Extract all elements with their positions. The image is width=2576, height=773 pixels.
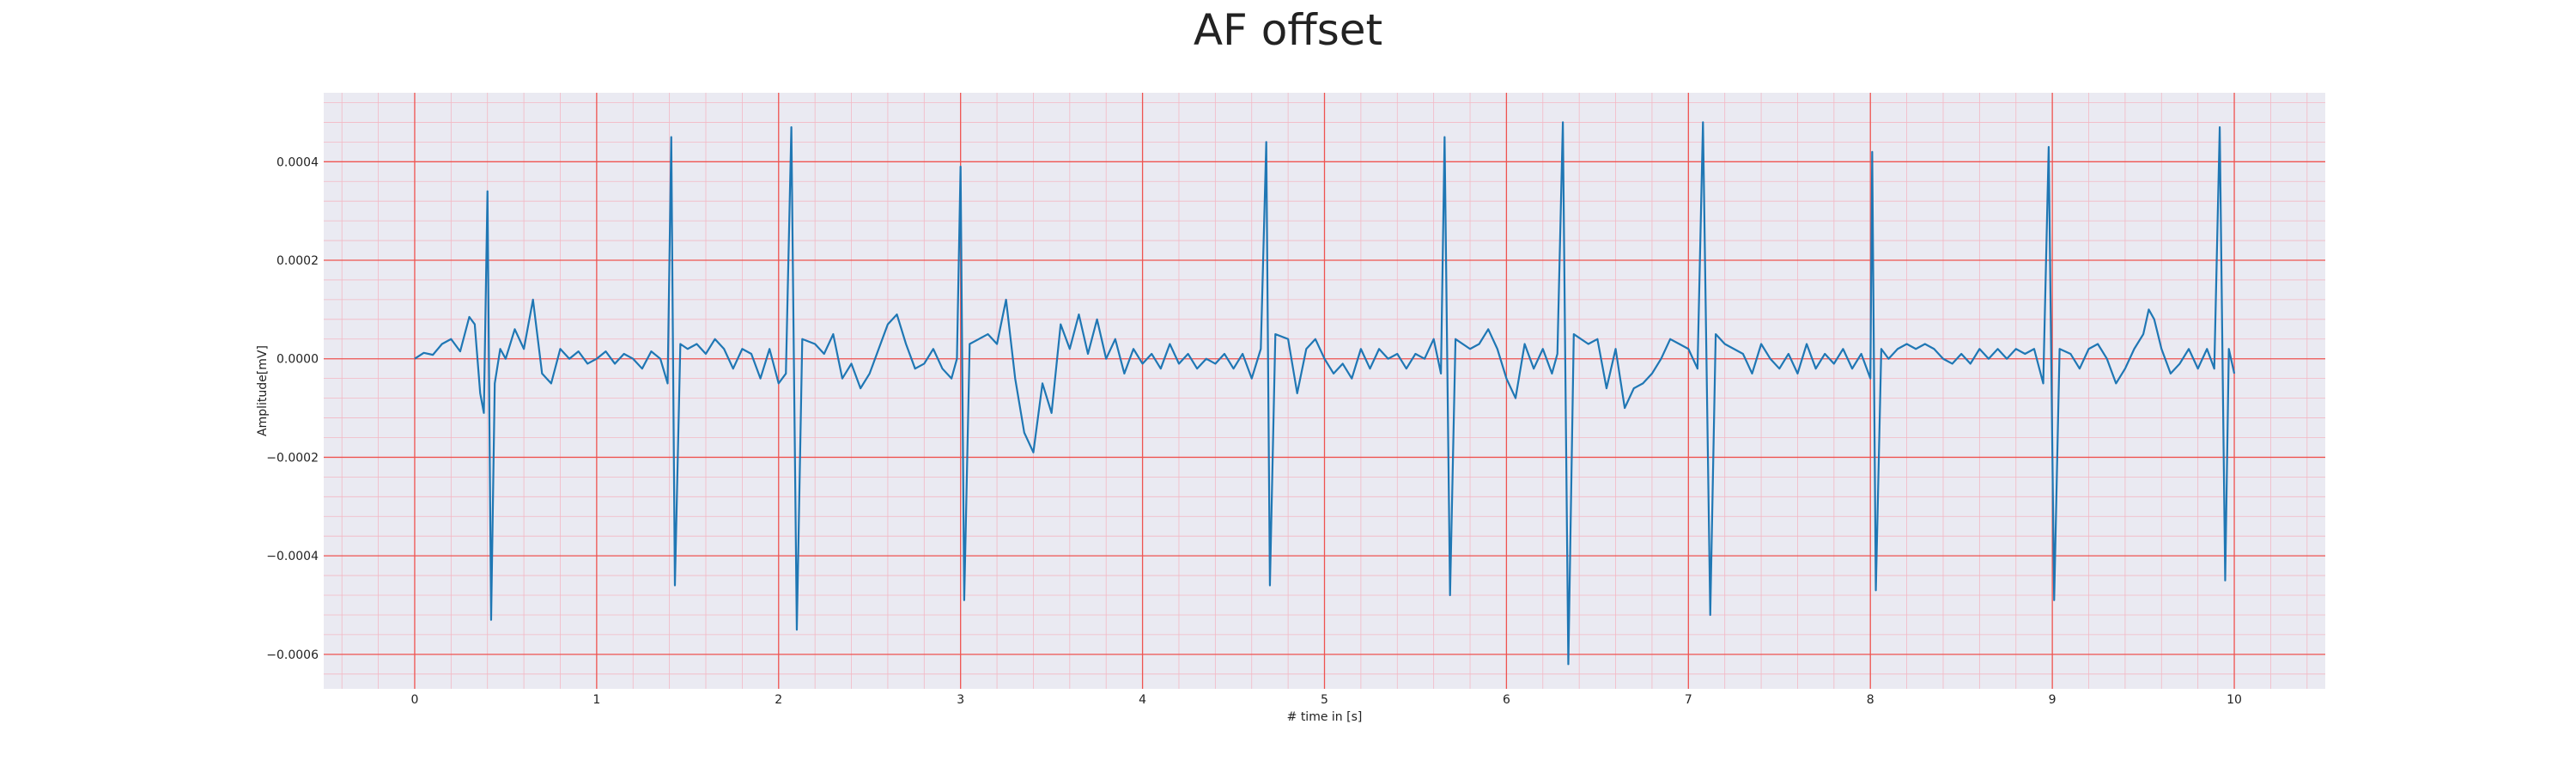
series-line-0 xyxy=(414,121,2236,666)
x-tick-label: 10 xyxy=(2227,693,2242,707)
x-tick-label: 7 xyxy=(1685,693,1692,707)
x-tick-label: 1 xyxy=(592,693,600,707)
y-tick-label: 0.0002 xyxy=(276,254,319,268)
x-tick-label: 5 xyxy=(1321,693,1328,707)
chart-title: AF offset xyxy=(1194,5,1382,55)
y-axis-label: Amplitude[mV] xyxy=(256,345,270,436)
x-axis-label: # time in [s] xyxy=(1287,710,1363,724)
x-axis-ticks: 0 1 2 3 4 5 6 7 8 9 10 xyxy=(410,693,2241,707)
x-tick-label: 3 xyxy=(957,693,964,707)
y-tick-label: −0.0002 xyxy=(266,451,319,465)
x-tick-label: 9 xyxy=(2049,693,2057,707)
series-layer xyxy=(414,121,2236,666)
x-tick-label: 8 xyxy=(1867,693,1874,707)
y-tick-label: −0.0004 xyxy=(266,550,319,563)
major-grid xyxy=(324,93,2325,689)
y-tick-label: 0.0000 xyxy=(276,353,319,367)
y-tick-label: −0.0006 xyxy=(266,648,319,662)
x-tick-label: 6 xyxy=(1503,693,1510,707)
y-tick-label: 0.0004 xyxy=(276,155,319,169)
y-axis-ticks: 0.0004 0.0002 0.0000 −0.0002 −0.0004 −0.0006 xyxy=(266,155,319,662)
x-tick-label: 4 xyxy=(1139,693,1146,707)
x-tick-label: 0 xyxy=(410,693,418,707)
x-tick-label: 2 xyxy=(775,693,782,707)
